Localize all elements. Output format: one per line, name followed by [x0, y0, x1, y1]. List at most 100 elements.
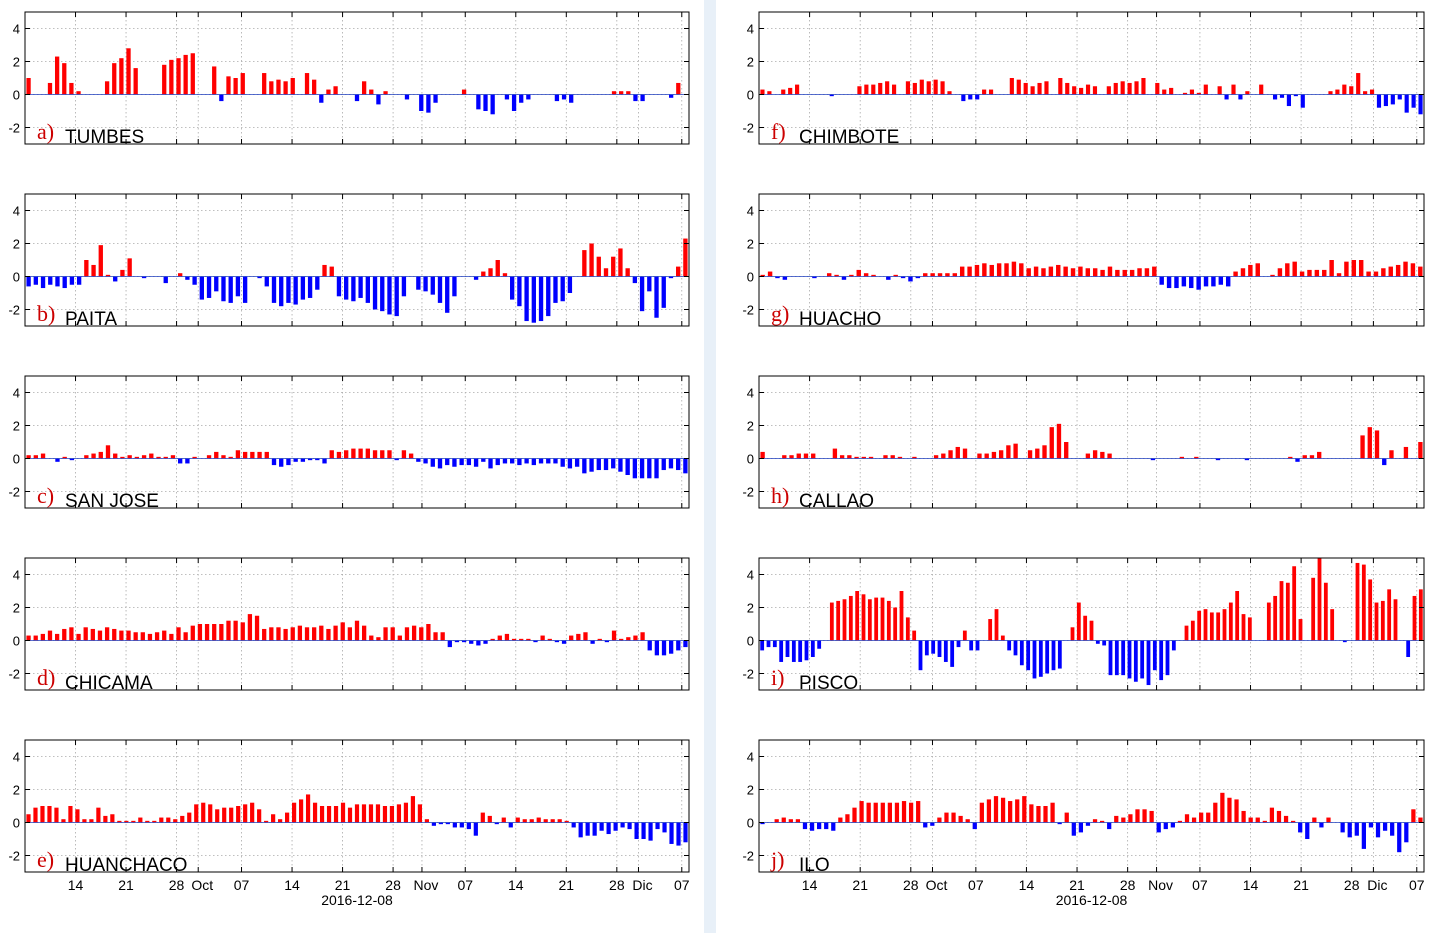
- bar: [766, 640, 771, 648]
- x-tick-label: 28: [903, 877, 919, 893]
- bar: [1355, 562, 1360, 641]
- bar: [1309, 455, 1315, 459]
- bar: [915, 276, 921, 279]
- bar: [886, 276, 891, 280]
- bar: [554, 94, 560, 102]
- bar: [1149, 810, 1154, 823]
- bar: [1107, 453, 1112, 459]
- bar: [495, 260, 500, 277]
- bar: [502, 273, 508, 277]
- bar: [1057, 822, 1062, 825]
- bar: [504, 94, 510, 100]
- bar: [347, 807, 353, 823]
- bar: [47, 82, 53, 95]
- bar: [1038, 640, 1043, 677]
- bar: [1319, 822, 1324, 828]
- bar: [1336, 273, 1342, 277]
- bar: [1404, 822, 1409, 843]
- y-tick-label: 4: [13, 750, 20, 765]
- bar: [1279, 581, 1284, 641]
- bar: [998, 450, 1004, 459]
- bar: [1190, 620, 1195, 641]
- bar: [269, 627, 274, 641]
- bar: [676, 458, 681, 471]
- bar: [676, 640, 681, 651]
- bar: [76, 633, 81, 641]
- bar: [788, 819, 793, 823]
- bar: [1019, 263, 1024, 277]
- bar: [611, 256, 616, 277]
- bar: [390, 627, 395, 641]
- bar: [1159, 640, 1164, 681]
- bar: [592, 822, 597, 836]
- bar: [1403, 446, 1409, 459]
- bar: [235, 450, 241, 459]
- bar: [880, 597, 885, 641]
- bar: [1121, 817, 1126, 823]
- bar: [1058, 78, 1063, 95]
- bar: [333, 86, 338, 95]
- date-label: 2016-12-08: [1056, 892, 1128, 908]
- bar: [257, 276, 262, 279]
- bar: [297, 625, 303, 641]
- bar: [1368, 579, 1373, 641]
- bar: [958, 815, 963, 823]
- bar: [529, 819, 534, 823]
- bar: [1340, 822, 1345, 833]
- y-tick-label: 4: [13, 22, 20, 37]
- bar: [176, 627, 181, 641]
- bar: [1322, 269, 1327, 277]
- bar: [543, 819, 548, 823]
- bar: [279, 458, 284, 467]
- bar: [871, 84, 876, 95]
- bar: [298, 799, 304, 823]
- bar: [417, 804, 423, 823]
- bar: [307, 276, 313, 298]
- bar: [1072, 86, 1077, 95]
- bar: [131, 820, 136, 823]
- bar: [517, 276, 522, 307]
- bar: [1314, 269, 1320, 277]
- bar: [782, 455, 787, 459]
- bar: [1418, 817, 1423, 823]
- y-tick-label: 2: [747, 237, 754, 252]
- bar: [473, 822, 478, 836]
- panel-callao: -2 0 2 4 h) CALLAO: [742, 375, 1425, 512]
- bar: [487, 815, 492, 823]
- bar: [1286, 94, 1291, 107]
- x-tick-label: 21: [852, 877, 868, 893]
- bar: [867, 599, 872, 641]
- bar: [804, 640, 809, 661]
- bar: [424, 819, 429, 823]
- panel-san-jose: -2 0 2 4 c) SAN JOSE: [8, 375, 690, 512]
- bar: [531, 276, 536, 323]
- bar: [834, 274, 839, 277]
- bar: [271, 458, 277, 466]
- bar: [852, 807, 857, 823]
- bar: [994, 609, 999, 641]
- bar: [1298, 619, 1303, 641]
- x-month-label: Nov: [1148, 877, 1173, 893]
- bar: [119, 630, 124, 641]
- bar: [619, 638, 624, 641]
- bar: [152, 820, 157, 823]
- bar: [930, 822, 935, 826]
- bar: [89, 819, 94, 823]
- bar: [410, 796, 416, 823]
- bar: [113, 453, 118, 459]
- bar: [916, 801, 921, 823]
- x-tick-label: 28: [609, 877, 625, 893]
- bar: [760, 89, 765, 95]
- bar: [1367, 427, 1372, 459]
- y-tick-label: 4: [747, 22, 754, 37]
- bar: [187, 812, 192, 823]
- bar: [564, 820, 569, 823]
- bar: [490, 638, 495, 641]
- bar: [841, 276, 847, 280]
- bar: [1418, 266, 1423, 277]
- bar: [112, 628, 117, 641]
- bar: [208, 804, 213, 823]
- bar: [1015, 799, 1020, 823]
- y-tick-label: 0: [747, 816, 754, 831]
- bar: [1387, 589, 1392, 641]
